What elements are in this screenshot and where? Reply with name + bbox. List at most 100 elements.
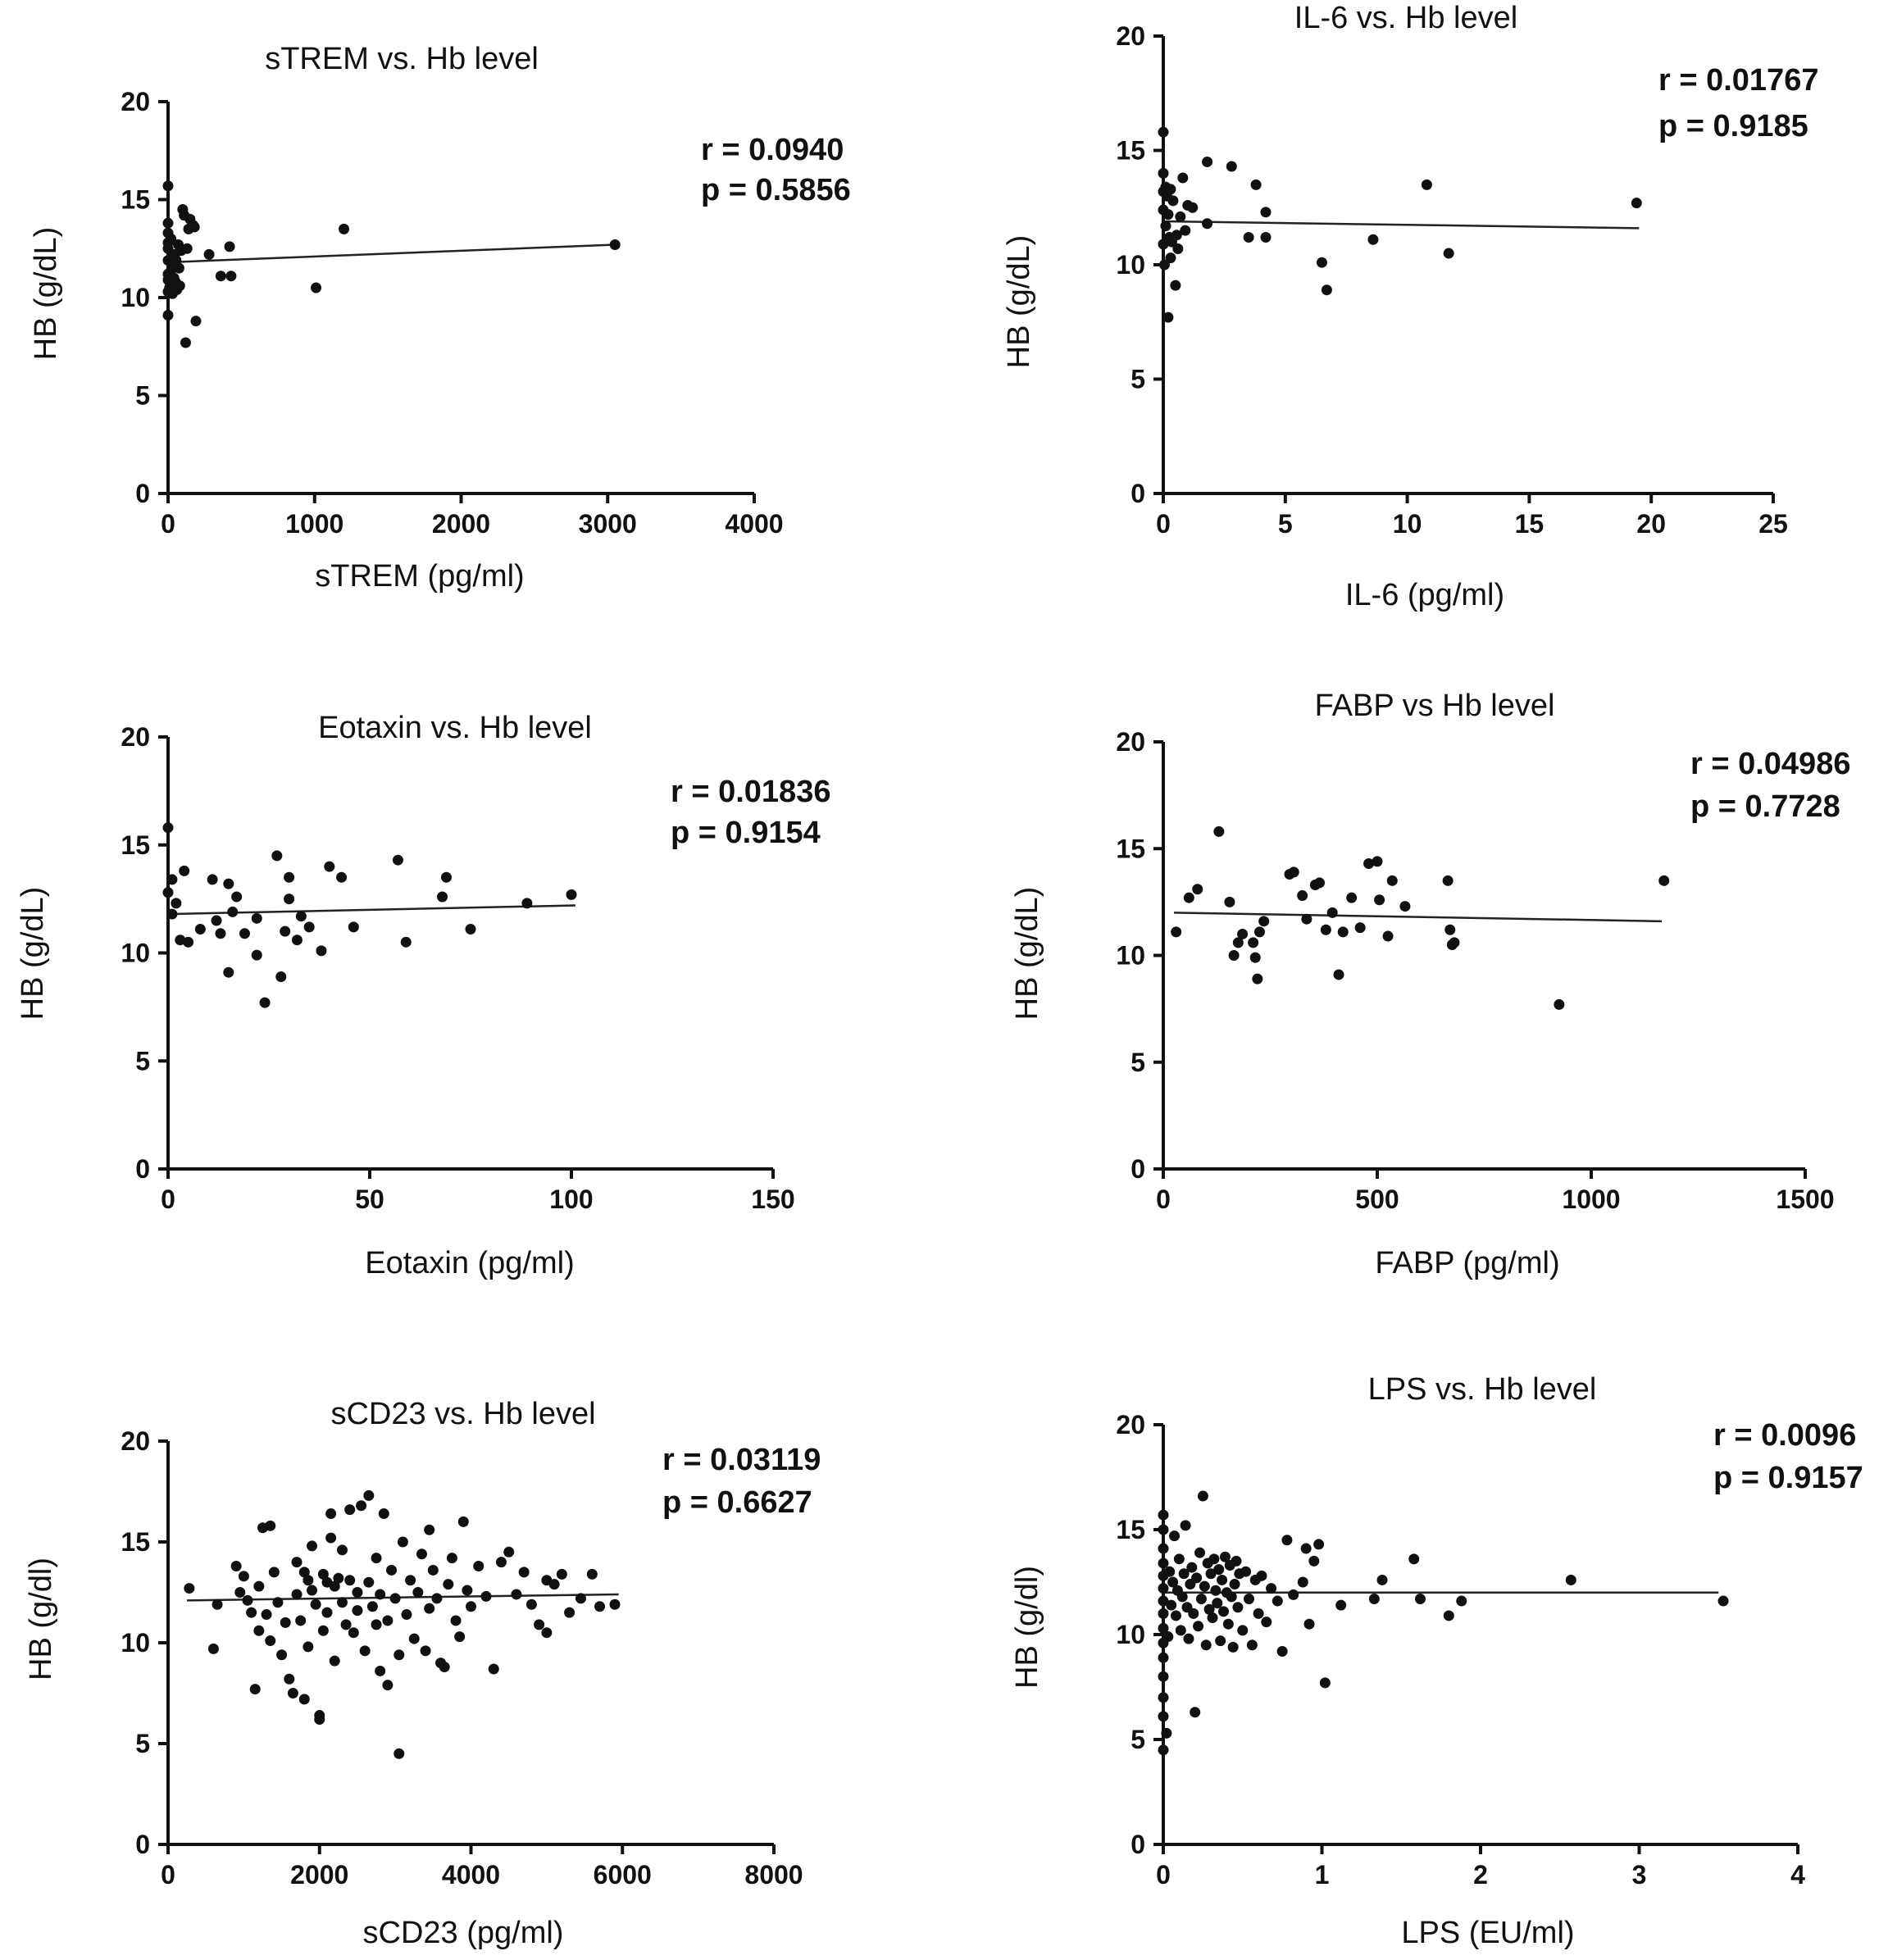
data-point bbox=[1165, 184, 1176, 195]
data-point bbox=[311, 282, 322, 293]
y-tick-label: 5 bbox=[135, 1046, 150, 1075]
data-point bbox=[1186, 1562, 1198, 1573]
data-point bbox=[211, 915, 222, 926]
data-point bbox=[1207, 1612, 1218, 1624]
data-point bbox=[1202, 218, 1213, 230]
chart-panel-strem: sTREM vs. Hb level r = 0.0940 p = 0.5856… bbox=[29, 42, 851, 593]
data-point bbox=[265, 1635, 276, 1647]
data-point bbox=[265, 1520, 276, 1531]
data-point bbox=[1372, 856, 1383, 867]
data-point bbox=[280, 1617, 291, 1628]
data-point bbox=[1320, 924, 1331, 935]
data-point bbox=[1232, 1602, 1244, 1613]
data-point bbox=[488, 1663, 499, 1675]
data-point bbox=[397, 1536, 408, 1548]
data-point bbox=[394, 1649, 405, 1661]
data-point bbox=[166, 233, 177, 244]
chart-title: sCD23 vs. Hb level bbox=[330, 1397, 595, 1431]
y-tick-label: 5 bbox=[1131, 365, 1145, 394]
data-point bbox=[1376, 1574, 1388, 1585]
data-point bbox=[548, 1579, 560, 1590]
p-value: p = 0.9157 bbox=[1713, 1461, 1863, 1495]
data-point bbox=[1297, 1576, 1308, 1588]
data-point bbox=[1229, 1579, 1240, 1590]
data-point bbox=[511, 1589, 522, 1600]
data-point bbox=[446, 1553, 457, 1564]
data-point bbox=[1243, 232, 1254, 243]
data-point bbox=[162, 822, 174, 834]
regression-line bbox=[167, 243, 616, 264]
x-tick-label: 4 bbox=[1790, 1860, 1805, 1890]
data-point bbox=[339, 223, 349, 234]
data-point bbox=[1444, 924, 1456, 935]
x-tick-label: 0 bbox=[1156, 509, 1171, 539]
data-point bbox=[450, 1615, 462, 1626]
data-point bbox=[1158, 126, 1169, 138]
x-tick-label: 10 bbox=[1393, 509, 1422, 539]
data-point bbox=[344, 1575, 356, 1586]
data-point bbox=[437, 891, 448, 903]
data-point bbox=[1421, 179, 1432, 190]
data-point bbox=[162, 310, 174, 321]
data-point bbox=[1158, 1543, 1169, 1554]
data-point bbox=[1308, 1555, 1320, 1567]
y-tick-label: 20 bbox=[1116, 727, 1145, 757]
y-tick-label: 10 bbox=[121, 1628, 150, 1658]
data-point bbox=[352, 1587, 363, 1598]
data-point bbox=[462, 1585, 473, 1596]
data-point bbox=[386, 1564, 398, 1576]
data-point bbox=[298, 1694, 310, 1705]
data-point bbox=[1449, 937, 1460, 948]
data-point bbox=[215, 271, 226, 282]
data-point bbox=[276, 1649, 288, 1661]
x-axis-label: sCD23 (pg/ml) bbox=[363, 1916, 564, 1950]
data-point bbox=[1297, 890, 1308, 902]
y-tick-label: 0 bbox=[1131, 1830, 1145, 1859]
data-point bbox=[1321, 284, 1332, 296]
data-point bbox=[394, 1748, 405, 1759]
data-point bbox=[224, 241, 235, 252]
data-point bbox=[1260, 207, 1272, 218]
data-point bbox=[321, 1607, 333, 1618]
data-point bbox=[416, 1548, 427, 1560]
data-point bbox=[518, 1567, 530, 1578]
data-point bbox=[1261, 1617, 1272, 1628]
y-tick-label: 15 bbox=[1116, 136, 1145, 166]
data-point bbox=[1158, 1622, 1169, 1634]
x-tick-label: 0 bbox=[161, 1860, 175, 1890]
chart-panel-eotaxin: Eotaxin vs. Hb level r = 0.01836 p = 0.9… bbox=[16, 711, 830, 1280]
y-tick-label: 20 bbox=[121, 87, 150, 116]
data-point bbox=[1158, 1558, 1169, 1569]
data-point bbox=[317, 1625, 329, 1636]
data-point bbox=[1316, 257, 1327, 268]
y-tick-label: 5 bbox=[135, 381, 150, 411]
data-point bbox=[424, 1524, 435, 1535]
y-tick-label: 20 bbox=[1116, 21, 1145, 51]
x-axis-label: LPS (EU/ml) bbox=[1401, 1916, 1574, 1950]
data-point bbox=[1202, 156, 1213, 167]
x-tick-label: 3 bbox=[1632, 1860, 1647, 1890]
data-point bbox=[356, 1500, 367, 1512]
data-point bbox=[1246, 1639, 1258, 1651]
data-point bbox=[325, 1532, 337, 1544]
data-point bbox=[392, 854, 403, 866]
data-point bbox=[420, 1645, 431, 1657]
data-point bbox=[162, 217, 174, 229]
y-tick-label: 10 bbox=[121, 939, 150, 968]
data-point bbox=[336, 1597, 348, 1608]
x-tick-label: 8000 bbox=[744, 1860, 803, 1890]
p-value: p = 0.9185 bbox=[1658, 109, 1808, 143]
y-tick-label: 0 bbox=[135, 479, 150, 508]
x-tick-label: 1 bbox=[1315, 1860, 1330, 1890]
data-point bbox=[366, 1601, 378, 1612]
y-tick-label: 0 bbox=[1131, 479, 1145, 508]
data-point bbox=[336, 871, 348, 883]
data-point bbox=[424, 1603, 435, 1614]
data-point bbox=[375, 1589, 386, 1600]
data-point bbox=[1188, 1608, 1199, 1619]
y-tick-label: 15 bbox=[121, 1527, 150, 1557]
y-axis-label: HB (g/dl) bbox=[1010, 1566, 1044, 1689]
data-point bbox=[325, 1508, 337, 1520]
data-point bbox=[1215, 1635, 1226, 1647]
x-tick-label: 3000 bbox=[579, 509, 637, 539]
